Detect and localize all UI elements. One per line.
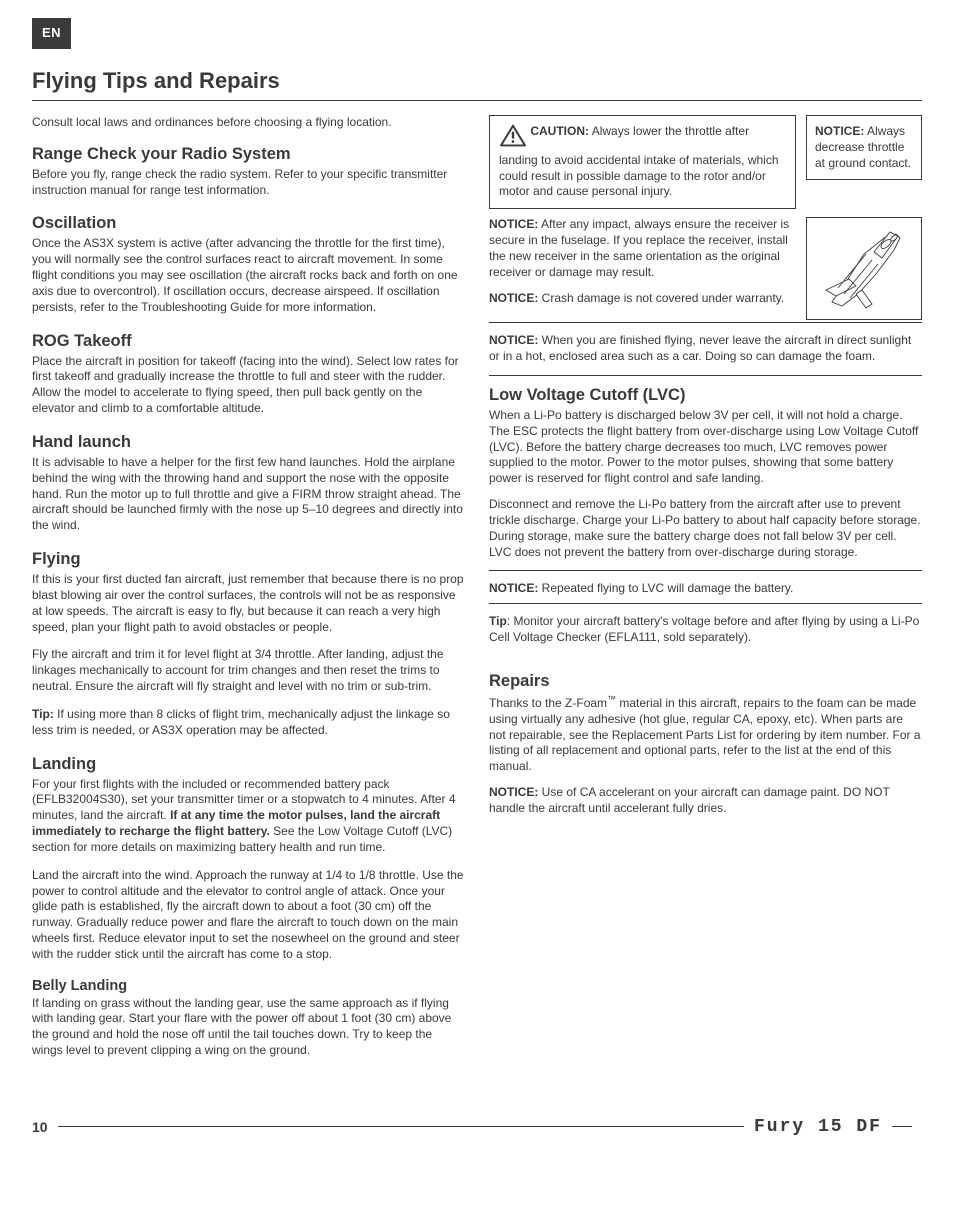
heading-landing: Landing <box>32 755 465 774</box>
heading-belly-landing: Belly Landing <box>32 978 465 994</box>
divider <box>489 375 922 376</box>
page-content: Flying Tips and Repairs Consult local la… <box>32 18 922 1137</box>
heading-oscillation: Oscillation <box>32 214 465 233</box>
language-tab: EN <box>32 18 71 49</box>
notice-impact: NOTICE: After any impact, always ensure … <box>489 217 796 280</box>
heading-flying: Flying <box>32 550 465 569</box>
right-middle-text: NOTICE: After any impact, always ensure … <box>489 217 796 320</box>
small-notice-box: NOTICE: Always decrease throttle at grou… <box>806 115 922 180</box>
right-box-stack: NOTICE: Always decrease throttle at grou… <box>806 115 922 209</box>
paragraph-flying-tip: Tip: If using more than 8 clicks of flig… <box>32 707 465 739</box>
tip-text: If using more than 8 clicks of flight tr… <box>32 707 450 737</box>
heading-rog-takeoff: ROG Takeoff <box>32 332 465 351</box>
paragraph-hand-launch: It is advisable to have a helper for the… <box>32 455 465 534</box>
intro-paragraph: Consult local laws and ordinances before… <box>32 115 465 131</box>
notice-crash: NOTICE: Crash damage is not covered unde… <box>489 291 796 307</box>
divider <box>489 322 922 323</box>
paragraph-lvc-2: Disconnect and remove the Li-Po battery … <box>489 497 922 560</box>
footer-rule <box>58 1126 744 1127</box>
tip-lvc: Tip: Monitor your aircraft battery's vol… <box>489 614 922 646</box>
right-middle-row: NOTICE: After any impact, always ensure … <box>489 217 922 320</box>
page-footer: 10 Fury 15 DF <box>32 1111 922 1137</box>
tip-label: Tip: <box>32 707 54 721</box>
heading-hand-launch: Hand launch <box>32 433 465 452</box>
trademark: ™ <box>607 694 616 704</box>
paragraph-range-check: Before you fly, range check the radio sy… <box>32 167 465 199</box>
divider <box>489 603 922 604</box>
paragraph-oscillation: Once the AS3X system is active (after ad… <box>32 236 465 315</box>
paragraph-landing-1: For your first flights with the included… <box>32 777 465 856</box>
paragraph-belly-landing: If landing on grass without the landing … <box>32 996 465 1059</box>
aircraft-illustration-box <box>806 217 922 320</box>
caution-text: CAUTION: Always lower the throttle after… <box>499 124 779 198</box>
heading-repairs: Repairs <box>489 672 922 691</box>
paragraph-flying-1: If this is your first ducted fan aircraf… <box>32 572 465 635</box>
paragraph-repairs: Thanks to the Z-Foam™ material in this a… <box>489 694 922 775</box>
right-top-row: CAUTION: Always lower the throttle after… <box>489 115 922 209</box>
notice-lvc: NOTICE: Repeated flying to LVC will dama… <box>489 581 922 597</box>
aircraft-icon <box>814 224 914 314</box>
paragraph-rog-takeoff: Place the aircraft in position for takeo… <box>32 354 465 417</box>
heading-range-check: Range Check your Radio System <box>32 145 465 164</box>
notice-repairs: NOTICE: Use of CA accelerant on your air… <box>489 785 922 817</box>
two-column-layout: Consult local laws and ordinances before… <box>32 115 922 1071</box>
divider <box>489 570 922 571</box>
heading-lvc: Low Voltage Cutoff (LVC) <box>489 386 922 405</box>
paragraph-lvc-1: When a Li-Po battery is discharged below… <box>489 408 922 487</box>
right-column: CAUTION: Always lower the throttle after… <box>489 115 922 1071</box>
footer-logo: Fury 15 DF <box>754 1117 882 1137</box>
page-number: 10 <box>32 1119 48 1135</box>
paragraph-flying-2: Fly the aircraft and trim it for level f… <box>32 647 465 694</box>
caution-icon <box>499 124 527 153</box>
footer-rule <box>892 1126 912 1127</box>
page-title: Flying Tips and Repairs <box>32 68 922 101</box>
notice-sunlight: NOTICE: When you are finished flying, ne… <box>489 333 922 365</box>
left-column: Consult local laws and ordinances before… <box>32 115 465 1071</box>
paragraph-landing-2: Land the aircraft into the wind. Approac… <box>32 868 465 963</box>
caution-box: CAUTION: Always lower the throttle after… <box>489 115 796 209</box>
